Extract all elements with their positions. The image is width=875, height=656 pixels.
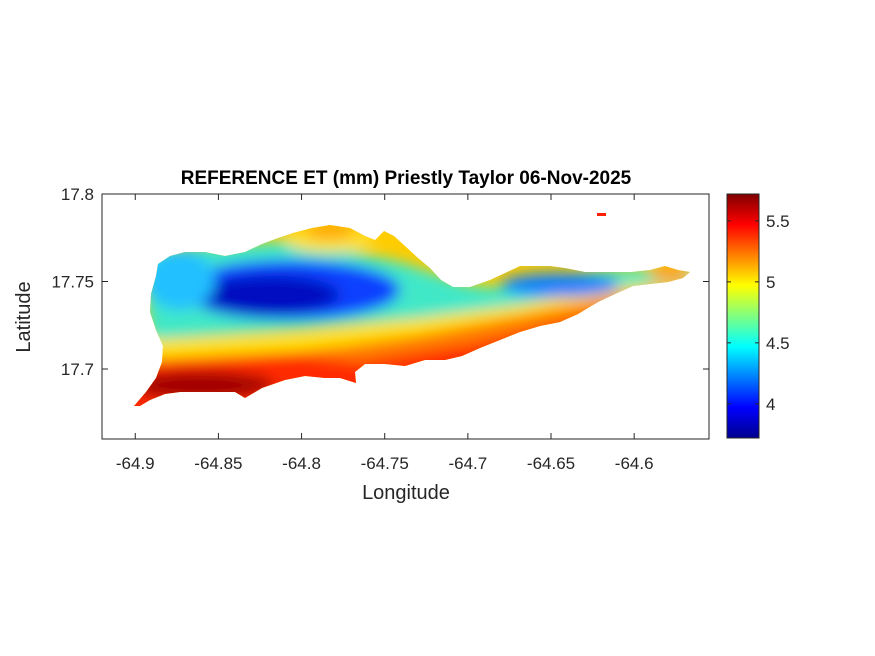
chart-title: REFERENCE ET (mm) Priestly Taylor 06-Nov…	[181, 168, 632, 189]
colorbar-ramp	[726, 193, 760, 439]
x-axis-ticks: -64.9 -64.85 -64.8 -64.75 -64.7 -64.65 -64.6	[116, 194, 654, 473]
x-tick-label: -64.9	[116, 454, 155, 473]
x-tick-label: -64.65	[527, 454, 575, 473]
north-light-blue-west	[145, 250, 215, 310]
y-tick-label: 17.75	[51, 273, 94, 292]
x-axis-label: Longitude	[362, 482, 450, 504]
colorbar-ticks: 4 4.5 5 5.5	[727, 212, 790, 414]
east-tip-orange	[648, 268, 690, 280]
north-coast-orange	[305, 226, 355, 238]
x-tick-label: -64.7	[448, 454, 487, 473]
east-blue-patch	[500, 273, 620, 297]
x-tick-label: -64.8	[282, 454, 321, 473]
x-tick-label: -64.75	[361, 454, 409, 473]
colorbar-tick-label: 4.5	[766, 334, 790, 353]
colorbar-tick-label: 5	[766, 273, 775, 292]
colorbar: 4 4.5 5 5.5	[726, 193, 790, 439]
southwest-dark-red	[134, 371, 275, 399]
x-tick-label: -64.85	[194, 454, 242, 473]
y-axis-ticks: 17.7 17.75 17.8	[51, 185, 709, 379]
x-tick-label: -64.6	[615, 454, 654, 473]
north-deep-blue-core	[200, 275, 340, 315]
colorbar-tick-label: 5.5	[766, 212, 790, 231]
y-axis-label: Latitude	[13, 281, 35, 352]
colorbar-tick-label: 4	[766, 395, 775, 414]
offshore-cay	[597, 213, 606, 216]
y-tick-label: 17.8	[61, 185, 94, 204]
y-tick-label: 17.7	[61, 360, 94, 379]
